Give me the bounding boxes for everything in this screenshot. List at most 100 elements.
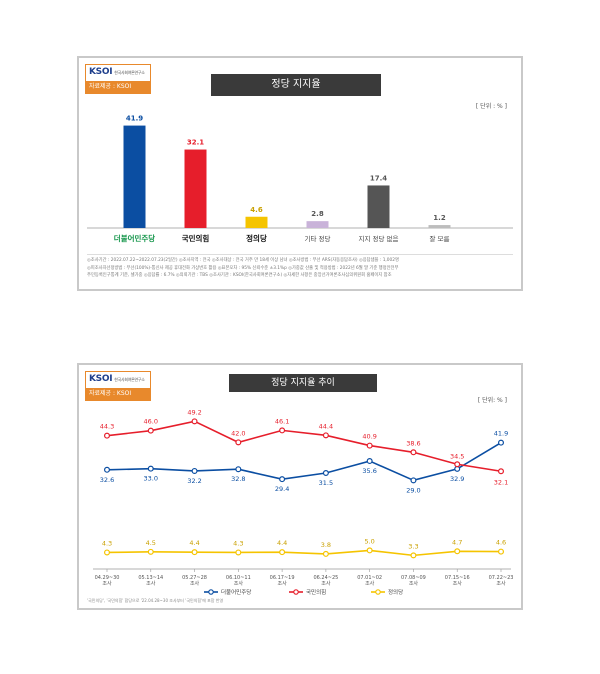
line-chart-footnote: '국민의당', '국민의힘' 합당으로 '22.04.28~30 조사부터 '국…: [87, 598, 224, 603]
data-label: 32.1: [494, 478, 508, 486]
logo-text: KSOI: [89, 374, 113, 384]
bar: [367, 185, 390, 228]
data-label: 42.0: [231, 429, 245, 437]
tick-label: 잘 모름: [429, 235, 449, 243]
line-chart-panel: KSOI 한국사회여론연구소 자료제공 : KSOI 정당 지지율 추이 [ 단위…: [77, 363, 523, 610]
data-label: 5.0: [364, 537, 374, 545]
series-line: [106, 420, 502, 473]
data-point: [279, 427, 286, 434]
data-label: 2.8: [311, 210, 324, 218]
series-line: [106, 441, 502, 482]
data-label: 29.0: [406, 486, 420, 494]
data-point: [366, 547, 373, 554]
tick-label: 정의당: [246, 233, 267, 243]
data-point: [498, 439, 505, 446]
data-point: [498, 468, 505, 475]
bar: [123, 125, 146, 228]
data-label: 41.9: [126, 115, 143, 123]
data-point: [498, 548, 505, 555]
data-label: 4.5: [146, 539, 156, 547]
tick-label: 국민의힘: [182, 233, 210, 243]
data-label: 1.2: [433, 214, 446, 222]
legend-entry: 정의당: [371, 589, 403, 596]
bar-chart-title: 정당 지지율: [211, 74, 381, 96]
data-point: [322, 550, 329, 557]
data-point: [454, 548, 461, 555]
bar: [306, 221, 329, 228]
data-point: [191, 549, 198, 556]
data-label: 17.4: [370, 174, 387, 182]
tick-label: 06.10~11 조사: [226, 575, 251, 587]
data-label: 4.3: [233, 539, 243, 547]
data-label: 41.9: [494, 430, 508, 438]
bar: [184, 149, 207, 228]
data-label: 4.4: [189, 539, 199, 547]
tick-label: 04.29~30 조사: [95, 575, 120, 587]
tick-label: 07.22~23 조사: [489, 575, 514, 587]
tick-label: 기타 정당: [305, 234, 331, 243]
data-label: 33.0: [144, 475, 158, 483]
data-label: 4.4: [277, 539, 287, 547]
data-point: [147, 465, 154, 472]
data-point: [235, 466, 242, 473]
data-point: [279, 549, 286, 556]
bar-chart-panel: KSOI 한국사회여론연구소 자료제공 : KSOI 정당 지지율 [ 단위 : …: [77, 56, 523, 291]
data-point: [322, 470, 329, 477]
tick-label: 지지 정당 없음: [358, 234, 398, 243]
data-label: 31.5: [319, 479, 333, 487]
tick-label: 07.01~02 조사: [357, 575, 382, 587]
tick-label: 05.27~28 조사: [182, 575, 207, 587]
data-label: 46.1: [275, 417, 289, 425]
data-label: 34.5: [450, 452, 464, 460]
legend-marker: [375, 589, 381, 595]
data-label: 4.7: [452, 538, 462, 546]
data-label: 4.3: [102, 539, 112, 547]
legend-label: 더불어민주당: [221, 588, 251, 596]
data-point: [366, 458, 373, 465]
tick-label: 05.13~14 조사: [138, 575, 163, 587]
data-label: 40.9: [362, 433, 376, 441]
line-chart: 04.29~30 조사 05.13~14 조사 05.27~28 조사 06.10~11 조사…: [93, 408, 514, 596]
tick-label: 06.17~19 조사: [270, 575, 295, 587]
source-label: 자료제공 : KSOI: [86, 81, 150, 93]
tick-label: 더불어민주당: [114, 233, 155, 243]
data-point: [191, 467, 198, 474]
data-label: 44.4: [319, 422, 333, 430]
data-label: 44.3: [100, 423, 114, 431]
data-point: [410, 477, 417, 484]
data-label: 4.6: [496, 539, 506, 547]
data-point: [366, 442, 373, 449]
data-label: 3.8: [321, 541, 331, 549]
logo-subtext: 한국사회여론연구소: [114, 377, 145, 382]
source-label: 자료제공 : KSOI: [86, 388, 150, 400]
data-point: [147, 548, 154, 555]
data-label: 32.6: [100, 476, 114, 484]
data-label: 38.6: [406, 439, 420, 447]
tick-label: 07.15~16 조사: [445, 575, 470, 587]
ksoi-logo: KSOI 한국사회여론연구소 자료제공 : KSOI: [85, 64, 151, 94]
logo-subtext: 한국사회여론연구소: [114, 70, 145, 75]
survey-note-line: 주민등록인구통계 기준, 셀가중 ◎응답률 : 6.7% ◎의뢰기관 : TBS…: [87, 273, 392, 278]
survey-note-line: ◎조사기간 : 2022.07.22~2022.07.23(2일간) ◎조사지역…: [87, 258, 399, 263]
data-point: [104, 432, 111, 439]
line-chart-unit: [ 단위: % ]: [477, 397, 507, 404]
tick-label: 06.24~25 조사: [313, 575, 338, 587]
legend-marker: [208, 589, 214, 595]
data-label: 32.9: [450, 475, 464, 483]
data-label: 32.2: [187, 477, 201, 485]
data-point: [410, 552, 417, 559]
data-label: 29.4: [275, 485, 289, 493]
data-label: 3.3: [408, 542, 418, 550]
data-label: 49.2: [187, 408, 201, 416]
data-label: 32.8: [231, 475, 245, 483]
data-label: 4.6: [250, 206, 263, 214]
data-label: 35.6: [362, 467, 376, 475]
data-point: [235, 549, 242, 556]
bar: [428, 225, 451, 228]
data-point: [279, 476, 286, 483]
data-point: [104, 466, 111, 473]
tick-label: 07.08~09 조사: [401, 575, 426, 587]
data-point: [104, 549, 111, 556]
survey-note-line: ◎피조사자선정방법 : 무선(100%)-통신사 제공 휴대전화 가상번호 활용…: [87, 265, 399, 271]
data-point: [235, 439, 242, 446]
